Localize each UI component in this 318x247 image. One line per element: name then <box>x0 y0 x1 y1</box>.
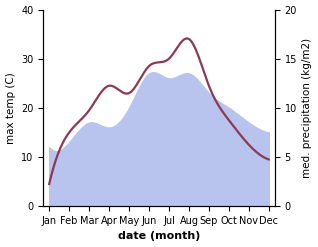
Y-axis label: med. precipitation (kg/m2): med. precipitation (kg/m2) <box>302 38 313 178</box>
Y-axis label: max temp (C): max temp (C) <box>5 72 16 144</box>
X-axis label: date (month): date (month) <box>118 231 200 242</box>
